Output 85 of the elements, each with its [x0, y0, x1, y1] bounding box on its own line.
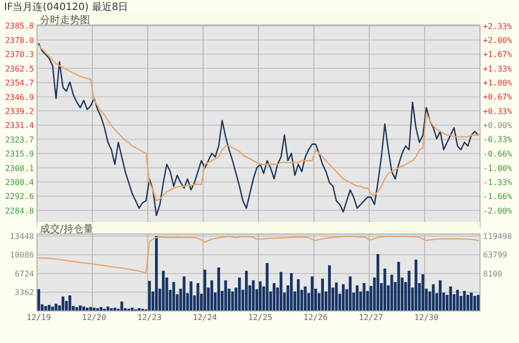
bar — [96, 308, 99, 311]
y-tick-label: 6724 — [14, 269, 34, 278]
bar — [321, 278, 324, 311]
x-tick-label: 12/25 — [248, 313, 272, 322]
y2-tick-label: 63799 — [483, 250, 508, 260]
y2-tick-label: +1.33% — [483, 64, 512, 74]
y-tick-label: 2331.4 — [5, 121, 34, 130]
y2-tick-label: 8100 — [483, 269, 502, 278]
y2-tick-label: +0.33% — [483, 107, 512, 116]
y-tick-label: 2362.5 — [5, 64, 34, 74]
bar — [238, 278, 241, 311]
y-tick-label: 2308.1 — [5, 164, 34, 173]
y-tick-label: 2378.0 — [5, 36, 34, 45]
bar — [190, 281, 192, 311]
y2-tick-label: +0.67% — [483, 92, 512, 102]
y-tick-label: 2354.7 — [5, 78, 34, 88]
y-tick-label: 10086 — [10, 250, 34, 260]
y2-tick-label: -2.00% — [483, 206, 512, 216]
bar — [290, 273, 293, 311]
bar — [203, 270, 206, 311]
y2-tick-label: -1.00% — [483, 164, 512, 173]
x-tick-label: 12/30 — [414, 313, 439, 322]
bar — [463, 290, 466, 311]
bar — [231, 291, 234, 311]
bar — [280, 272, 282, 311]
bar — [334, 282, 338, 311]
y-tick-label: 2346.9 — [5, 92, 34, 102]
bar — [48, 304, 50, 311]
bar — [414, 260, 418, 311]
bar — [376, 254, 380, 311]
bar — [106, 306, 110, 311]
chart-subtitle: 分时走势图 — [40, 14, 90, 26]
bar — [113, 308, 116, 311]
y2-tick-label: 119498 — [483, 232, 512, 241]
y2-tick-label: -0.66% — [483, 149, 512, 158]
bar — [51, 306, 54, 311]
bar — [408, 270, 410, 311]
bar — [272, 283, 276, 311]
y2-tick-label: +2.00% — [483, 36, 512, 45]
y-tick-label: 2300.4 — [5, 178, 34, 187]
x-tick-label: 12/20 — [82, 313, 106, 322]
bar — [148, 280, 151, 311]
y2-tick-label: -1.66% — [483, 192, 512, 201]
x-tick-label: 12/23 — [137, 313, 162, 322]
x-tick-label: 12/27 — [358, 313, 384, 322]
bar — [100, 307, 102, 311]
bar — [456, 290, 459, 311]
y2-tick-label: -0.33% — [483, 135, 512, 144]
chart-title: 成交/持仓量 — [40, 223, 94, 235]
bar — [92, 308, 96, 311]
bar — [62, 296, 64, 311]
bar — [54, 304, 58, 311]
y-tick-label: 2315.9 — [5, 150, 34, 159]
y2-tick-label: +1.67% — [483, 50, 512, 60]
bar — [224, 280, 228, 311]
y2-tick-label: +1.00% — [483, 78, 512, 88]
y-tick-label: 2385.8 — [5, 22, 34, 31]
y-tick-label: 2339.2 — [5, 106, 34, 116]
y2-tick-label: +0.00% — [483, 121, 512, 130]
y-tick-label: 2292.6 — [5, 192, 34, 202]
bar — [68, 295, 72, 311]
bar — [362, 283, 366, 311]
bar — [182, 276, 186, 311]
chart-title: IF当月连(040120) 最近8日 — [4, 1, 128, 13]
bar — [466, 294, 470, 311]
bar — [138, 308, 140, 311]
bar — [328, 265, 331, 311]
y-tick-label: 2323.7 — [5, 135, 34, 144]
y-tick-label: 13448 — [10, 232, 34, 241]
y2-tick-label: -1.33% — [483, 178, 512, 187]
x-tick-label: 12/24 — [192, 313, 218, 322]
y2-tick-label: +2.33% — [483, 22, 512, 31]
bar — [449, 286, 452, 311]
x-tick-label: 12/19 — [26, 313, 51, 322]
y-tick-label: 2370.3 — [5, 50, 34, 60]
x-tick-label: 12/26 — [304, 313, 328, 322]
y-tick-label: 3362 — [14, 288, 34, 298]
bar — [245, 270, 248, 311]
bar — [422, 274, 424, 311]
line-series — [38, 235, 479, 274]
y-tick-label: 2284.8 — [5, 206, 34, 216]
bar — [390, 274, 394, 311]
bar — [155, 236, 158, 311]
bar — [196, 283, 200, 311]
bar — [110, 308, 113, 311]
